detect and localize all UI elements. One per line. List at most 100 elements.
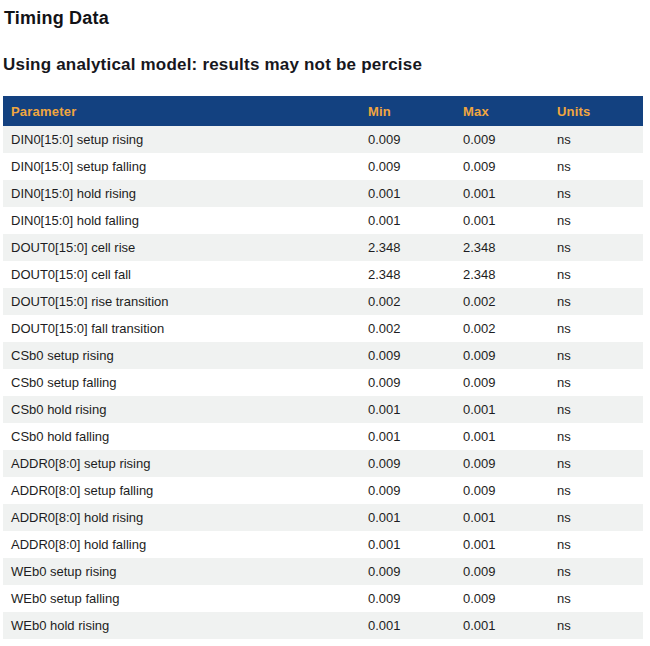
cell-units: ns — [549, 504, 643, 531]
cell-units: ns — [549, 450, 643, 477]
cell-max: 0.009 — [455, 342, 549, 369]
cell-min: 0.001 — [360, 531, 455, 558]
cell-parameter: CSb0 hold falling — [3, 423, 360, 450]
cell-parameter: WEb0 setup rising — [3, 558, 360, 585]
cell-parameter: CSb0 hold rising — [3, 396, 360, 423]
cell-parameter: CSb0 setup rising — [3, 342, 360, 369]
cell-parameter: WEb0 hold falling — [3, 639, 360, 646]
cell-max: 2.348 — [455, 261, 549, 288]
table-row: DIN0[15:0] setup falling0.0090.009ns — [3, 153, 643, 180]
cell-max: 0.009 — [455, 153, 549, 180]
table-row: ADDR0[8:0] hold rising0.0010.001ns — [3, 504, 643, 531]
cell-min: 0.009 — [360, 477, 455, 504]
cell-units: ns — [549, 585, 643, 612]
page-subtitle: Using analytical model: results may not … — [3, 55, 646, 75]
cell-min: 0.001 — [360, 180, 455, 207]
cell-units: ns — [549, 558, 643, 585]
column-header-max: Max — [455, 96, 549, 126]
cell-max: 0.002 — [455, 288, 549, 315]
cell-units: ns — [549, 234, 643, 261]
cell-max: 0.001 — [455, 180, 549, 207]
column-header-parameter: Parameter — [3, 96, 360, 126]
cell-max: 0.009 — [455, 558, 549, 585]
cell-units: ns — [549, 288, 643, 315]
column-header-min: Min — [360, 96, 455, 126]
cell-parameter: ADDR0[8:0] hold rising — [3, 504, 360, 531]
cell-max: 0.009 — [455, 126, 549, 153]
cell-min: 0.001 — [360, 504, 455, 531]
cell-max: 0.002 — [455, 315, 549, 342]
table-row: DOUT0[15:0] cell fall2.3482.348ns — [3, 261, 643, 288]
cell-parameter: ADDR0[8:0] setup falling — [3, 477, 360, 504]
cell-parameter: WEb0 setup falling — [3, 585, 360, 612]
cell-units: ns — [549, 612, 643, 639]
table-row: DOUT0[15:0] cell rise2.3482.348ns — [3, 234, 643, 261]
cell-min: 0.001 — [360, 207, 455, 234]
cell-max: 0.001 — [455, 531, 549, 558]
cell-max: 0.009 — [455, 369, 549, 396]
table-row: CSb0 hold falling0.0010.001ns — [3, 423, 643, 450]
cell-max: 0.001 — [455, 639, 549, 646]
cell-max: 2.348 — [455, 234, 549, 261]
cell-max: 0.001 — [455, 423, 549, 450]
cell-min: 0.009 — [360, 153, 455, 180]
cell-parameter: DOUT0[15:0] cell fall — [3, 261, 360, 288]
table-row: WEb0 hold falling0.0010.001ns — [3, 639, 643, 646]
cell-units: ns — [549, 477, 643, 504]
cell-min: 0.009 — [360, 450, 455, 477]
cell-min: 2.348 — [360, 261, 455, 288]
table-row: ADDR0[8:0] setup falling0.0090.009ns — [3, 477, 643, 504]
cell-min: 0.009 — [360, 585, 455, 612]
cell-parameter: WEb0 hold rising — [3, 612, 360, 639]
cell-parameter: CSb0 setup falling — [3, 369, 360, 396]
cell-units: ns — [549, 126, 643, 153]
cell-min: 0.009 — [360, 369, 455, 396]
cell-parameter: DOUT0[15:0] cell rise — [3, 234, 360, 261]
table-row: WEb0 setup rising0.0090.009ns — [3, 558, 643, 585]
cell-min: 0.002 — [360, 315, 455, 342]
timing-data-page: Timing Data Using analytical model: resu… — [0, 0, 650, 646]
cell-parameter: DIN0[15:0] setup falling — [3, 153, 360, 180]
cell-min: 0.009 — [360, 558, 455, 585]
cell-min: 0.002 — [360, 288, 455, 315]
table-row: DIN0[15:0] hold falling0.0010.001ns — [3, 207, 643, 234]
table-row: DIN0[15:0] hold rising0.0010.001ns — [3, 180, 643, 207]
cell-max: 0.001 — [455, 207, 549, 234]
table-row: DOUT0[15:0] rise transition0.0020.002ns — [3, 288, 643, 315]
cell-max: 0.009 — [455, 450, 549, 477]
cell-parameter: DOUT0[15:0] rise transition — [3, 288, 360, 315]
table-header-row: Parameter Min Max Units — [3, 96, 643, 126]
table-row: CSb0 setup falling0.0090.009ns — [3, 369, 643, 396]
cell-min: 0.001 — [360, 423, 455, 450]
table-row: CSb0 hold rising0.0010.001ns — [3, 396, 643, 423]
page-title: Timing Data — [4, 8, 646, 29]
table-row: ADDR0[8:0] setup rising0.0090.009ns — [3, 450, 643, 477]
column-header-units: Units — [549, 96, 643, 126]
cell-parameter: DIN0[15:0] setup rising — [3, 126, 360, 153]
cell-units: ns — [549, 207, 643, 234]
table-row: WEb0 setup falling0.0090.009ns — [3, 585, 643, 612]
cell-units: ns — [549, 315, 643, 342]
cell-units: ns — [549, 369, 643, 396]
cell-min: 0.009 — [360, 342, 455, 369]
cell-units: ns — [549, 396, 643, 423]
cell-max: 0.001 — [455, 504, 549, 531]
cell-min: 2.348 — [360, 234, 455, 261]
cell-min: 0.001 — [360, 639, 455, 646]
cell-parameter: ADDR0[8:0] setup rising — [3, 450, 360, 477]
cell-parameter: DIN0[15:0] hold rising — [3, 180, 360, 207]
cell-units: ns — [549, 342, 643, 369]
cell-max: 0.009 — [455, 585, 549, 612]
cell-max: 0.001 — [455, 396, 549, 423]
table-row: WEb0 hold rising0.0010.001ns — [3, 612, 643, 639]
cell-max: 0.009 — [455, 477, 549, 504]
cell-min: 0.001 — [360, 612, 455, 639]
cell-parameter: DOUT0[15:0] fall transition — [3, 315, 360, 342]
cell-units: ns — [549, 180, 643, 207]
table-row: ADDR0[8:0] hold falling0.0010.001ns — [3, 531, 643, 558]
cell-units: ns — [549, 639, 643, 646]
cell-units: ns — [549, 531, 643, 558]
cell-units: ns — [549, 423, 643, 450]
table-row: CSb0 setup rising0.0090.009ns — [3, 342, 643, 369]
cell-min: 0.001 — [360, 396, 455, 423]
